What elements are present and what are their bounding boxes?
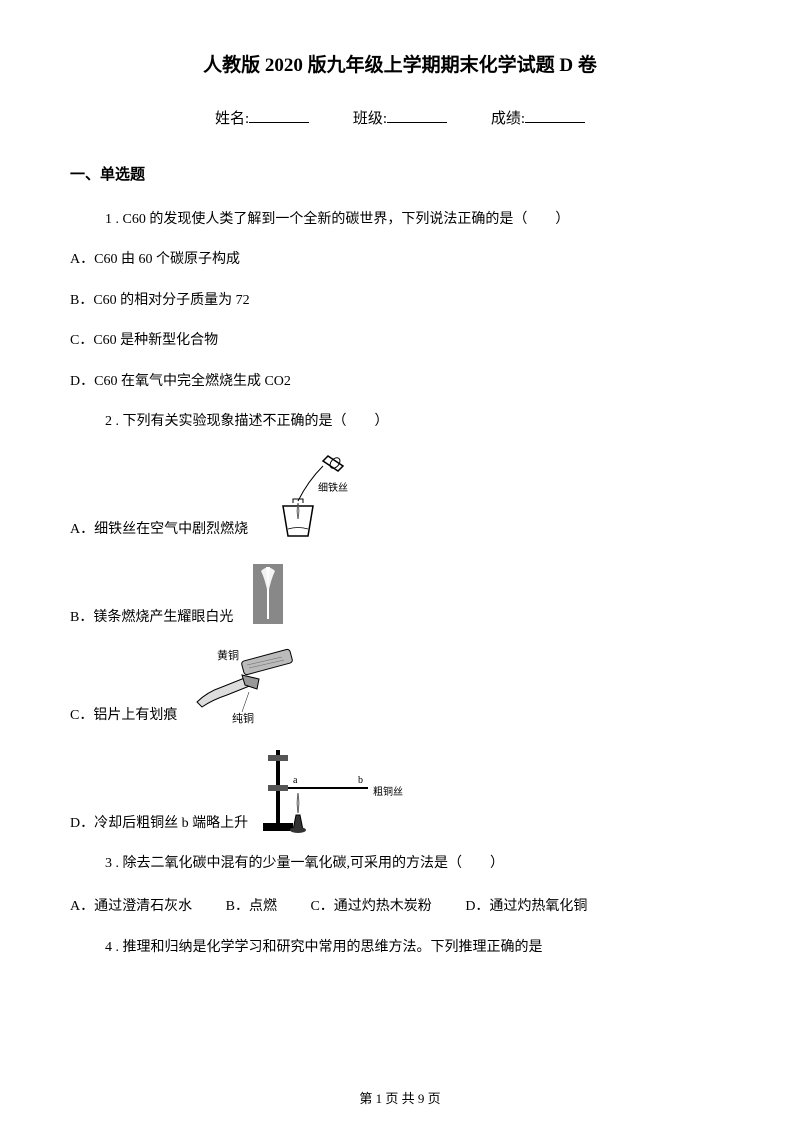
class-label: 班级: bbox=[353, 111, 387, 127]
exam-title: 人教版 2020 版九年级上学期期末化学试题 D 卷 bbox=[70, 50, 730, 77]
q2-option-b: B．镁条燃烧产生耀眼白光 bbox=[70, 559, 730, 629]
svg-text:纯铜: 纯铜 bbox=[232, 711, 254, 725]
diagram-iron-wire: 细铁丝 bbox=[258, 451, 358, 541]
q2-option-b-text: B．镁条燃烧产生耀眼白光 bbox=[70, 607, 233, 629]
question-4: 4 . 推理和归纳是化学学习和研究中常用的思维方法。下列推理正确的是 bbox=[70, 937, 730, 959]
name-label: 姓名: bbox=[215, 111, 249, 127]
q2-option-a-text: A．细铁丝在空气中剧烈燃烧 bbox=[70, 519, 248, 541]
q3-option-a: A．通过澄清石灰水 bbox=[70, 894, 192, 919]
q2-option-c: C．铝片上有划痕 黄铜 纯铜 bbox=[70, 647, 730, 727]
student-info-line: 姓名: 班级: 成绩: bbox=[70, 107, 730, 128]
diagram-magnesium bbox=[243, 559, 293, 629]
svg-text:粗铜丝: 粗铜丝 bbox=[373, 786, 403, 798]
question-3: 3 . 除去二氧化碳中混有的少量一氧化碳,可采用的方法是（ ） bbox=[70, 853, 730, 875]
footer-total: 9 bbox=[418, 1091, 425, 1106]
class-blank bbox=[387, 122, 447, 123]
section-1-header: 一、单选题 bbox=[70, 163, 730, 184]
footer-mid: 页 共 bbox=[385, 1091, 414, 1106]
q2-option-a: A．细铁丝在空气中剧烈燃烧 细铁丝 bbox=[70, 451, 730, 541]
q1-option-d: D．C60 在氧气中完全燃烧生成 CO2 bbox=[70, 371, 730, 393]
q3-option-b: B．点燃 bbox=[226, 894, 277, 919]
svg-text:b: b bbox=[358, 775, 363, 786]
name-blank bbox=[249, 122, 309, 123]
question-2: 2 . 下列有关实验现象描述不正确的是（ ） bbox=[70, 411, 730, 433]
q1-option-a: A．C60 由 60 个碳原子构成 bbox=[70, 249, 730, 271]
q2-option-d: D．冷却后粗铜丝 b 端略上升 a b 粗铜丝 bbox=[70, 745, 730, 835]
diagram-copper-wire: a b 粗铜丝 bbox=[258, 745, 408, 835]
q2-option-c-text: C．铝片上有划痕 bbox=[70, 705, 177, 727]
q1-option-b: B．C60 的相对分子质量为 72 bbox=[70, 290, 730, 312]
footer-prefix: 第 bbox=[359, 1091, 372, 1106]
footer-page-num: 1 bbox=[376, 1091, 383, 1106]
svg-text:黄铜: 黄铜 bbox=[217, 648, 239, 662]
question-1: 1 . C60 的发现使人类了解到一个全新的碳世界，下列说法正确的是（ ） bbox=[70, 209, 730, 231]
q3-option-d: D．通过灼热氧化铜 bbox=[465, 894, 587, 919]
svg-text:a: a bbox=[293, 775, 298, 786]
q2-option-d-text: D．冷却后粗铜丝 b 端略上升 bbox=[70, 813, 248, 835]
diagram-aluminum: 黄铜 纯铜 bbox=[187, 647, 307, 727]
q1-option-c: C．C60 是种新型化合物 bbox=[70, 330, 730, 352]
svg-text:细铁丝: 细铁丝 bbox=[318, 481, 348, 494]
score-label: 成绩: bbox=[491, 111, 525, 127]
score-blank bbox=[525, 122, 585, 123]
footer-end: 页 bbox=[428, 1091, 441, 1106]
q3-option-c: C．通过灼热木炭粉 bbox=[310, 894, 431, 919]
q3-options: A．通过澄清石灰水 B．点燃 C．通过灼热木炭粉 D．通过灼热氧化铜 bbox=[70, 894, 730, 919]
page-footer: 第 1 页 共 9 页 bbox=[0, 1088, 800, 1107]
